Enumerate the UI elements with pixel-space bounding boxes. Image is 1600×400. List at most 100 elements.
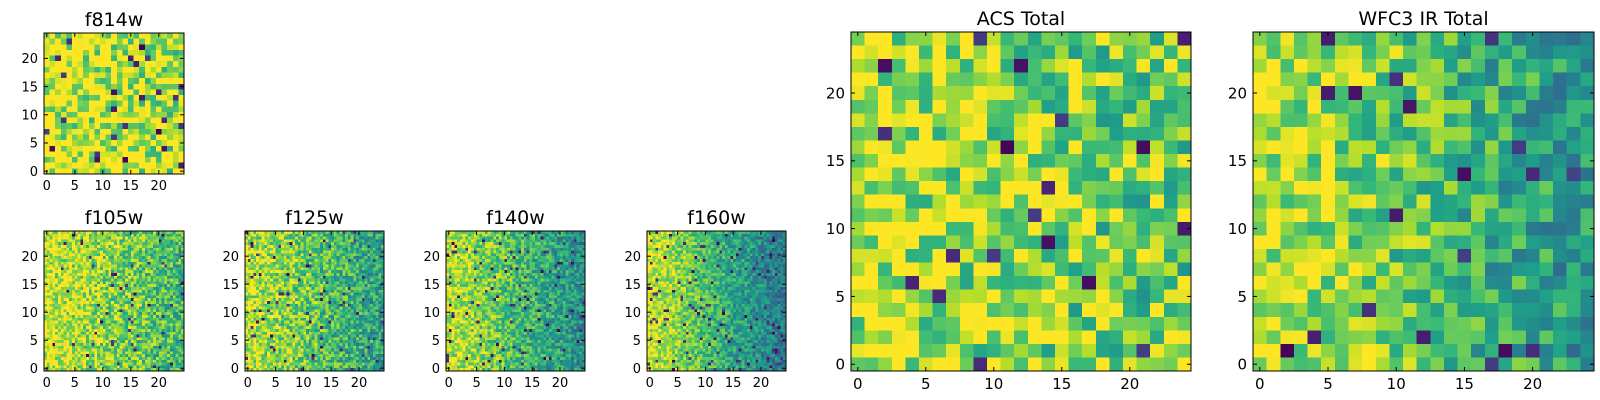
heatmap-cell	[116, 89, 123, 96]
heatmap-cell	[156, 298, 160, 302]
heatmap-cell	[55, 343, 59, 347]
heatmap-cell	[133, 55, 140, 62]
heatmap-cell	[58, 287, 62, 291]
heatmap-cell	[105, 242, 109, 246]
heatmap-cell	[139, 117, 146, 124]
heatmap-cell	[142, 295, 146, 299]
heatmap-cell	[356, 250, 360, 254]
heatmap-cell	[181, 256, 185, 260]
heatmap-cell	[303, 264, 307, 268]
heatmap-cell	[281, 245, 285, 249]
heatmap-cell	[102, 233, 107, 238]
heatmap-cell	[116, 301, 121, 305]
heatmap-cell	[72, 100, 79, 107]
heatmap-cell	[147, 340, 151, 344]
heatmap-cell	[139, 236, 143, 240]
heatmap-cell	[144, 111, 151, 119]
heatmap-cell	[153, 278, 157, 282]
heatmap-cell	[100, 289, 104, 294]
heatmap-cell	[44, 275, 48, 280]
heatmap-cell	[164, 351, 168, 355]
heatmap-cell	[80, 343, 84, 347]
heatmap-cell	[164, 334, 168, 338]
heatmap-cell	[74, 278, 79, 282]
heatmap-cell	[150, 289, 154, 294]
heatmap-cell	[164, 301, 168, 305]
heatmap-cell	[55, 245, 59, 249]
heatmap-cell	[161, 309, 165, 313]
heatmap-cell	[172, 315, 177, 319]
heatmap-cell	[136, 301, 140, 305]
heatmap-cell	[364, 259, 368, 263]
heatmap-cell	[303, 245, 307, 249]
heatmap-cell	[94, 33, 101, 40]
heatmap-cell	[72, 278, 76, 282]
heatmap-cell	[331, 242, 335, 246]
heatmap-cell	[83, 117, 90, 124]
heatmap-cell	[264, 233, 268, 238]
heatmap-cell	[88, 275, 93, 280]
heatmap-cell	[333, 245, 338, 249]
heatmap-cell	[88, 348, 93, 352]
heatmap-cell	[60, 368, 65, 372]
heatmap-cell	[44, 362, 48, 366]
heatmap-cell	[178, 365, 182, 369]
heatmap-cell	[122, 334, 126, 338]
heatmap-cell	[261, 261, 266, 266]
heatmap-cell	[114, 289, 118, 294]
heatmap-cell	[119, 273, 123, 277]
heatmap-cell	[136, 256, 140, 260]
heatmap-cell	[147, 247, 151, 252]
heatmap-cell	[114, 326, 118, 330]
heatmap-cell	[136, 289, 140, 294]
heatmap-cell	[44, 357, 48, 361]
heatmap-cell	[69, 250, 73, 254]
heatmap-cell	[175, 284, 179, 288]
heatmap-cell	[122, 38, 129, 45]
heatmap-cell	[292, 231, 296, 235]
heatmap-cell	[44, 231, 48, 235]
heatmap-cell	[322, 259, 327, 263]
heatmap-cell	[170, 317, 174, 322]
heatmap-cell	[94, 329, 98, 333]
heatmap-cell	[175, 259, 179, 263]
heatmap-cell	[111, 298, 115, 302]
heatmap-cell	[102, 301, 107, 305]
heatmap-cell	[178, 343, 182, 347]
heatmap-cell	[60, 267, 65, 271]
y-tick-label: 10	[21, 306, 38, 321]
heatmap-cell	[161, 264, 165, 268]
heatmap-cell	[133, 281, 137, 285]
heatmap-cell	[74, 267, 79, 271]
heatmap-cell	[144, 343, 149, 347]
heatmap-cell	[267, 259, 271, 263]
heatmap-cell	[66, 95, 73, 102]
heatmap-cell	[153, 343, 157, 347]
heatmap-cell	[63, 270, 67, 274]
heatmap-cell	[94, 270, 98, 274]
heatmap-cell	[142, 270, 146, 274]
heatmap-cell	[128, 145, 135, 153]
heatmap-cell	[91, 267, 95, 271]
heatmap-cell	[83, 365, 87, 369]
heatmap-cell	[128, 292, 132, 296]
heatmap-cell	[55, 326, 59, 330]
heatmap-cell	[331, 256, 335, 260]
heatmap-cell	[49, 337, 53, 341]
heatmap-cell	[66, 106, 73, 113]
heatmap-cell	[130, 354, 135, 358]
heatmap-cell	[100, 303, 104, 308]
heatmap-cell	[178, 278, 182, 282]
heatmap-cell	[44, 359, 48, 364]
heatmap-cell	[125, 287, 129, 291]
heatmap-cell	[161, 298, 165, 302]
heatmap-cell	[108, 315, 112, 319]
heatmap-cell	[261, 231, 266, 235]
heatmap-cell	[144, 49, 151, 57]
heatmap-cell	[108, 306, 112, 310]
heatmap-cell	[44, 239, 48, 243]
heatmap-cell	[295, 253, 299, 257]
heatmap-cell	[111, 320, 115, 324]
heatmap-cell	[367, 242, 371, 246]
heatmap-cell	[158, 289, 163, 294]
